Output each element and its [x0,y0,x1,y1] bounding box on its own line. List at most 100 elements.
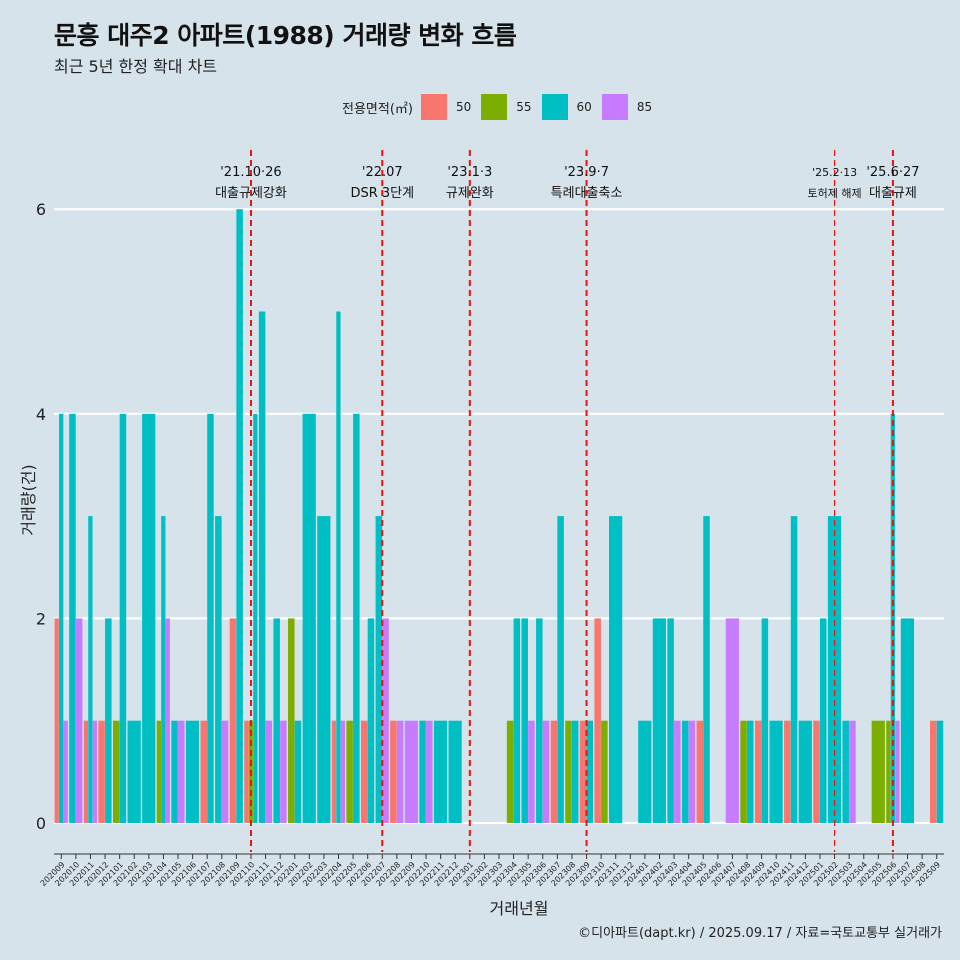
bar-202506-60 [890,413,895,823]
bar-202204-50 [331,720,337,823]
bar-202106-60 [185,720,200,823]
legend-item-55[interactable]: 55 [481,94,535,120]
bar-202201-60 [294,720,302,823]
bar-202208-85 [396,720,404,823]
bar-202506-85 [895,720,900,823]
y-tick-label-6: 6 [36,200,46,219]
legend-item-85[interactable]: 85 [601,94,656,120]
bar-202309-50 [579,720,587,823]
bar-202110-50 [244,720,249,823]
bar-202403-60 [667,618,674,823]
bar-202009-60 [59,413,64,823]
legend-swatch-55 [481,94,508,120]
y-tick-label-2: 2 [36,609,46,628]
bar-202104-55 [156,720,161,823]
event-date-202309: '23.9·7 [564,165,609,180]
bar-202202-60 [302,413,316,823]
event-date-202506: '25.6·27 [866,165,919,180]
bar-202210-85 [426,720,433,823]
event-label-202110: 대출규제강화 [215,186,287,201]
bar-202011-50 [83,720,89,823]
bar-202405-60 [703,516,710,823]
bar-202509-60 [936,720,944,823]
legend-item-60[interactable]: 60 [541,94,596,120]
bar-202205-60 [353,413,360,823]
bar-202509-50 [929,720,937,823]
bar-202204-60 [336,311,341,823]
legend-label-85: 85 [636,100,653,114]
bar-202407-85 [725,618,739,823]
bar-202501-60 [819,618,827,823]
bar-202101-60 [119,413,127,823]
bar-202308-60 [571,720,579,823]
event-date-202502: '25.2·13 [812,166,857,179]
bar-202306-85 [542,720,550,823]
bar-202112-85 [280,720,287,823]
source-caption: ©디아파트(dapt.kr) / 2025.09.17 / 자료=국토교통부 실… [578,926,942,941]
bar-202404-60 [681,720,689,823]
bar-202307-50 [550,720,558,823]
bar-202011-85 [92,720,97,823]
y-tick-label-4: 4 [36,405,46,424]
legend: 전용면적(㎡) 50 55 60 85 [342,93,662,121]
bar-202108-60 [215,516,222,823]
bar-202105-60 [171,720,178,823]
event-label-202502: 토허제 해제 [808,186,862,200]
bar-202503-85 [849,720,856,823]
bar-202401-60 [638,720,652,823]
bar-202408-60 [747,720,754,823]
bar-202105-85 [178,720,185,823]
bar-202107-50 [200,720,207,823]
bar-202012-60 [105,618,112,823]
legend-label-50: 50 [455,100,472,114]
bar-202206-50 [360,720,368,823]
bar-202205-55 [346,720,353,823]
bar-202507-60 [900,618,915,823]
legend-title: 전용면적(㎡) [342,101,413,117]
bar-202112-60 [273,618,280,823]
bar-202101-55 [112,720,120,823]
bar-202010-85 [75,618,83,823]
event-label-202301: 규제완화 [446,186,494,201]
chart-title: 문흥 대주2 아파트(1988) 거래량 변화 흐름 [54,21,517,50]
event-date-202301: '23.1·3 [447,165,492,180]
event-label-202506: 대출규제 [869,186,917,201]
chart-subtitle: 최근 5년 한정 확대 차트 [54,57,218,76]
legend-item-50[interactable]: 50 [420,94,475,120]
bar-202102-60 [127,720,141,823]
bar-202307-60 [557,516,564,823]
legend-swatch-85 [601,94,628,120]
bar-202111-85 [265,720,273,823]
bar-202110-60 [253,413,258,823]
bar-202204-85 [340,720,346,823]
bar-202109-60 [236,209,243,823]
x-axis-title: 거래년월 [490,899,549,918]
bar-202410-60 [769,720,783,823]
event-date-202110: '21.10·26 [220,165,281,180]
y-axis-title: 거래량(건) [19,464,38,535]
bar-202201-55 [288,618,295,823]
bar-202009-85 [63,720,68,823]
bar-202206-60 [367,618,375,823]
bar-202207-85 [382,618,389,823]
bar-202310-55 [601,720,608,823]
bar-202408-55 [740,720,747,823]
bar-202208-50 [390,720,397,823]
bar-202409-60 [761,618,769,823]
bar-202107-60 [207,413,214,823]
bar-202103-60 [142,413,156,823]
bar-202308-55 [565,720,572,823]
bar-202209-85 [404,720,418,823]
bar-202304-60 [513,618,521,823]
bar-202502-60 [827,516,842,823]
legend-swatch-50 [420,94,447,120]
legend-label-55: 55 [516,100,532,114]
bar-202503-60 [842,720,849,823]
event-label-202207: DSR 3단계 [350,186,414,201]
bar-202505-55 [871,720,885,823]
bar-202409-50 [754,720,762,823]
bar-202311-60 [609,516,623,823]
bar-202306-60 [536,618,543,823]
legend-label-60: 60 [576,100,592,114]
bar-202104-85 [165,618,170,823]
